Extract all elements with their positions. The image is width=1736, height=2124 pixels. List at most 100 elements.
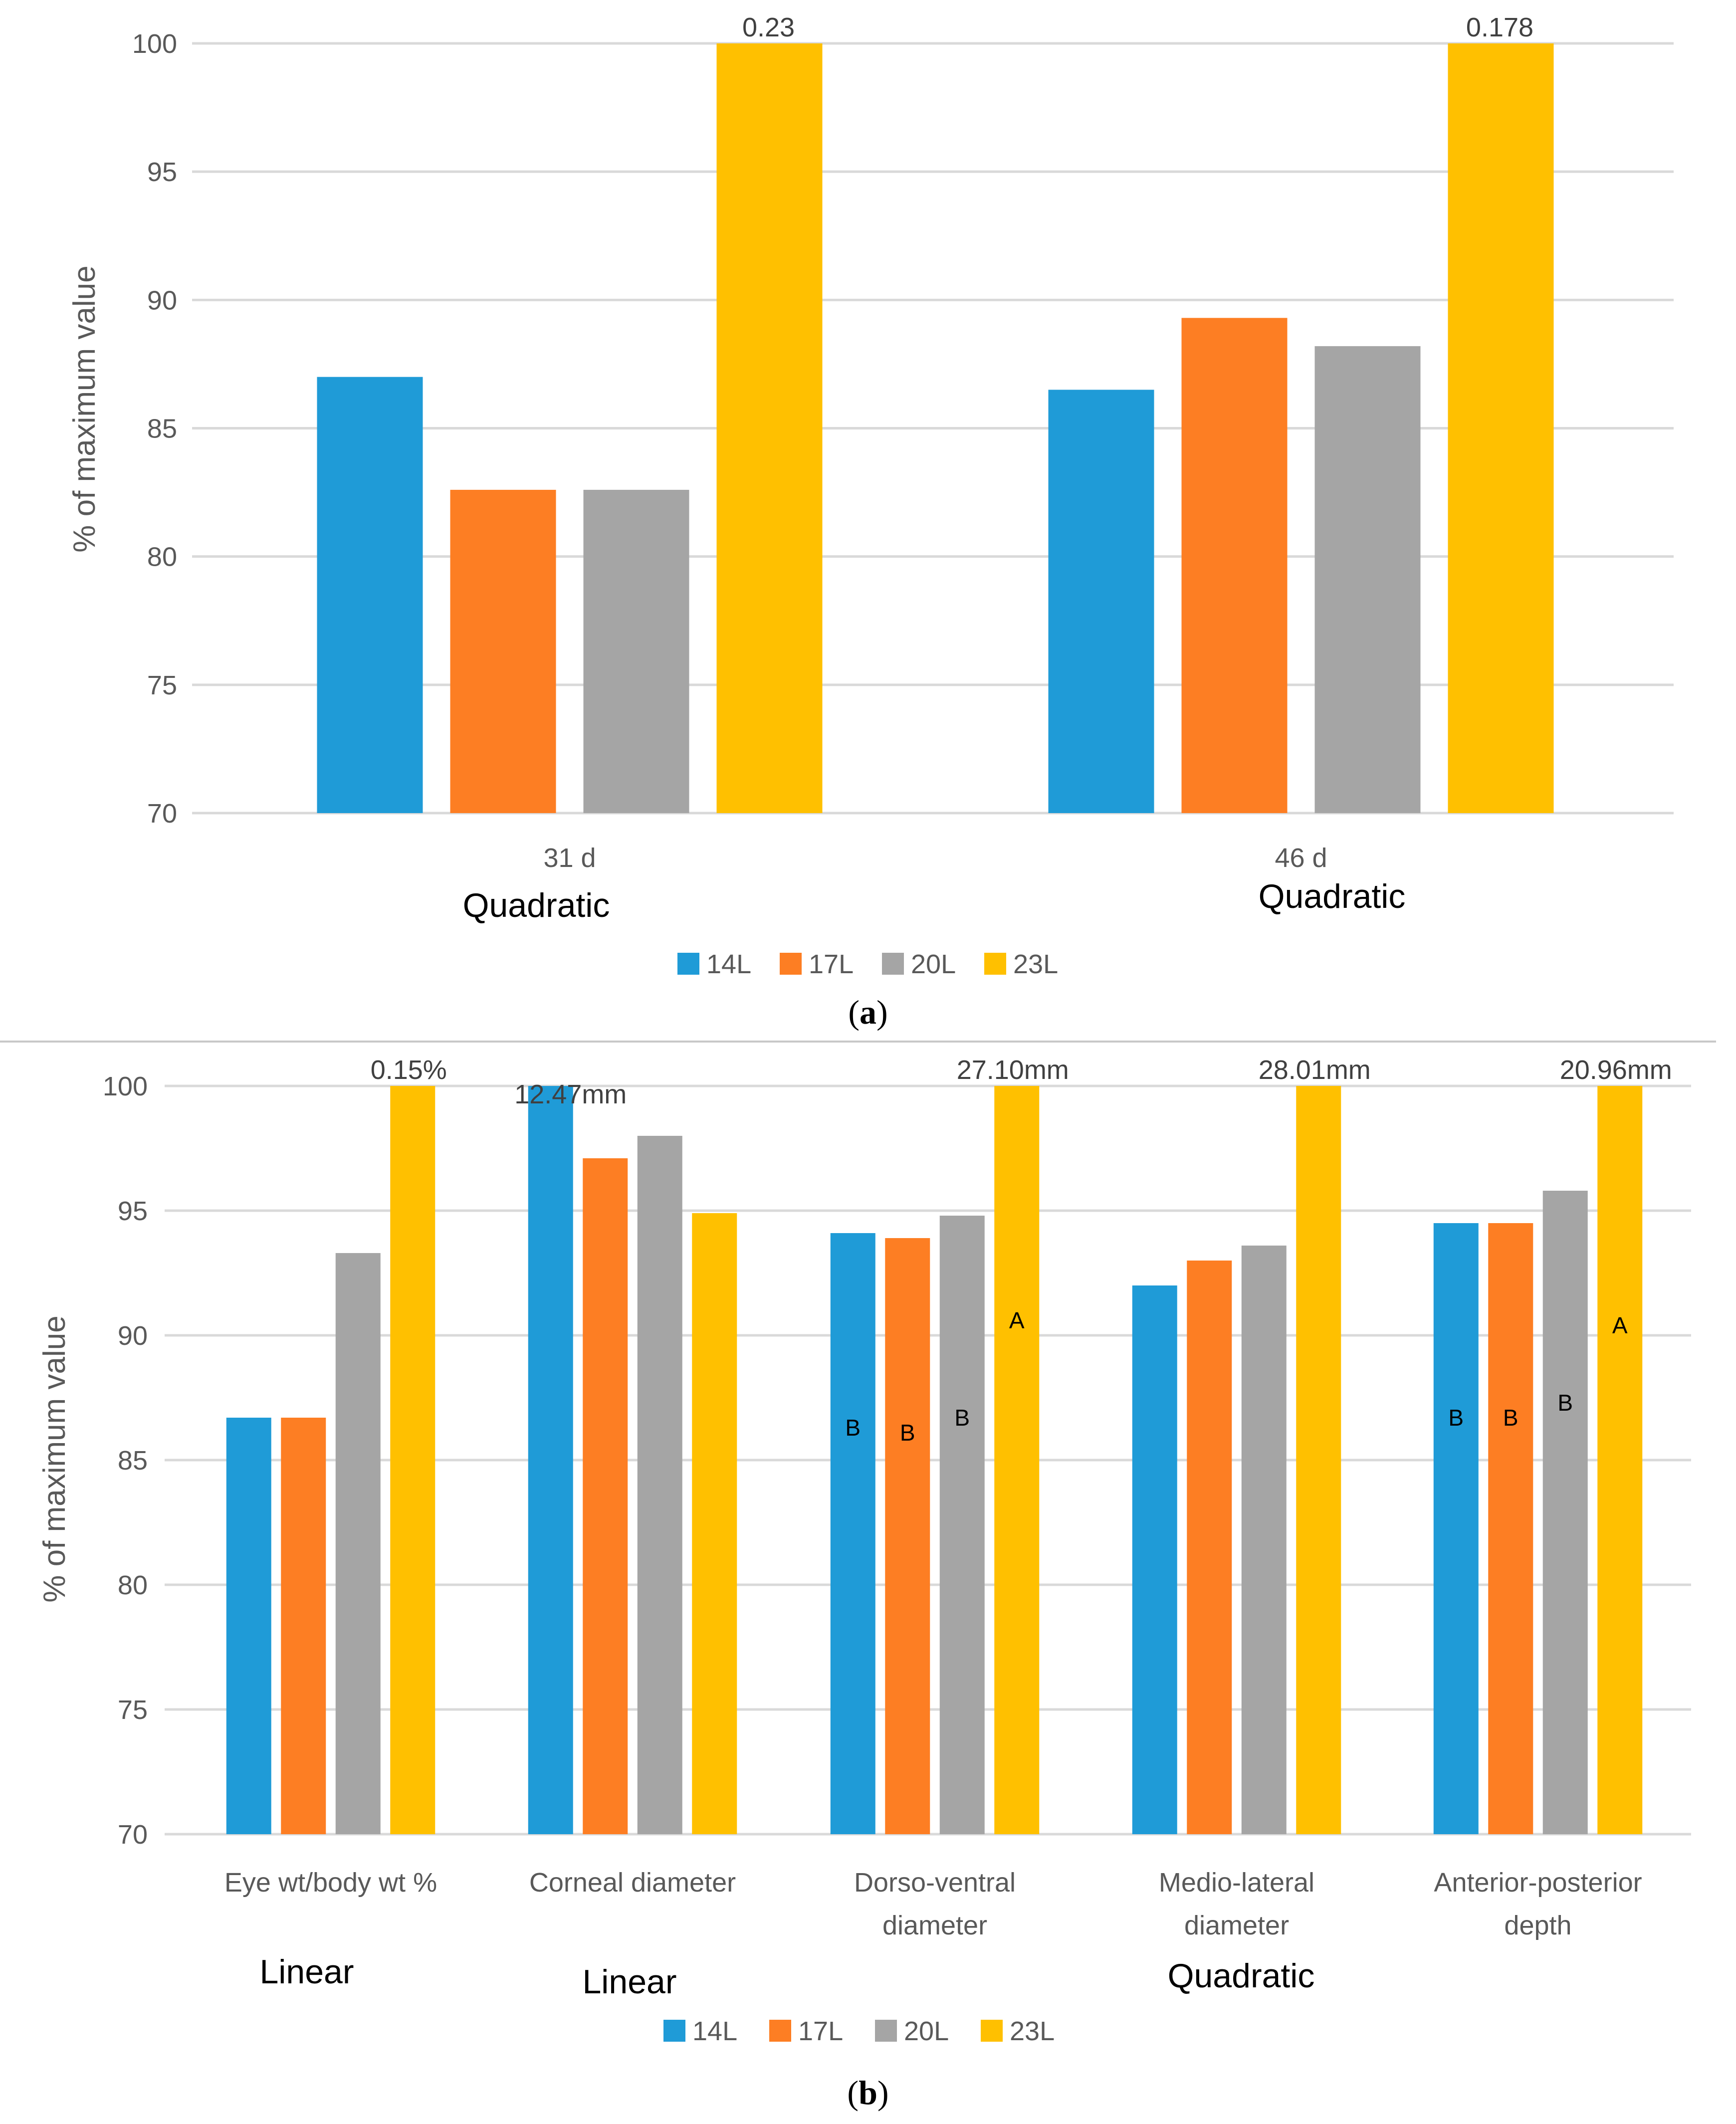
- b-bar-20L-cat1: [637, 1136, 682, 1834]
- panel-a-trend-label-1: Quadratic: [463, 886, 610, 924]
- a-bar-20L-cat0: [583, 489, 689, 813]
- b-y-tick-80: 80: [118, 1570, 148, 1600]
- b-bar-14L-cat1: [528, 1086, 573, 1834]
- b-bar-14L-cat4: [1433, 1223, 1479, 1834]
- panel-b-trend-label-2: Linear: [582, 1963, 676, 2001]
- b-bar-top-label-1: 12.47mm: [514, 1079, 627, 1109]
- panel-b-chart: 70 75 80 85 90 95 100 % of maximum value 0.15%…: [37, 1055, 1691, 2112]
- b-bar-top-label-0: 0.15%: [371, 1055, 447, 1085]
- b-significance-letter-3: A: [1009, 1307, 1025, 1333]
- a-legend-label-17L: 17L: [809, 949, 854, 979]
- b-x-tick-0-line0: Eye wt/body wt %: [224, 1868, 437, 1898]
- a-legend-label-14L: 14L: [706, 949, 751, 979]
- b-bar-17L-cat2: [885, 1238, 930, 1834]
- b-bar-20L-cat0: [335, 1253, 381, 1834]
- a-bar-20L-cat1: [1314, 346, 1421, 813]
- a-bar-top-label-0: 0.23: [742, 12, 795, 42]
- a-bar-17L-cat0: [450, 489, 556, 813]
- b-bar-23L-cat4: [1597, 1086, 1643, 1834]
- a-y-tick-90: 90: [147, 285, 177, 315]
- panel-b-caption: (b): [847, 2074, 888, 2112]
- a-y-tick-75: 75: [147, 670, 177, 700]
- a-y-tick-85: 85: [147, 414, 177, 444]
- b-legend-swatch-14L: [663, 2020, 685, 2042]
- b-bar-17L-cat3: [1187, 1261, 1232, 1834]
- panel-a-gridlines: [192, 42, 1674, 815]
- b-bar-14L-cat0: [226, 1418, 271, 1834]
- b-significance-letter-5: B: [1503, 1405, 1519, 1431]
- b-bar-17L-cat0: [281, 1418, 326, 1834]
- a-legend-label-20L: 20L: [911, 949, 956, 979]
- panel-b-trend-label-1: Linear: [259, 1953, 354, 1991]
- b-legend-label-14L: 14L: [692, 2016, 737, 2046]
- a-legend-swatch-14L: [677, 953, 699, 975]
- b-significance-letter-2: B: [954, 1405, 970, 1431]
- b-bar-23L-cat0: [390, 1086, 435, 1834]
- b-significance-letter-0: B: [845, 1415, 861, 1441]
- panel-b-bars: [226, 1086, 1643, 1834]
- a-legend-label-23L: 23L: [1013, 949, 1058, 979]
- a-x-tick-0-line0: 31 d: [543, 843, 596, 873]
- b-y-tick-100: 100: [103, 1071, 148, 1101]
- panel-a-y-axis-label: % of maximum value: [67, 265, 102, 552]
- a-y-tick-70: 70: [147, 799, 177, 829]
- b-x-tick-3-line1: diameter: [1184, 1911, 1289, 1940]
- panel-a-x-ticks: 31 d 46 d: [543, 843, 1327, 873]
- a-legend-swatch-17L: [780, 953, 802, 975]
- b-y-tick-75: 75: [118, 1695, 148, 1725]
- panel-b-trend-label-3: Quadratic: [1168, 1957, 1315, 1995]
- a-bar-14L-cat1: [1048, 390, 1154, 813]
- b-legend-label-23L: 23L: [1010, 2016, 1055, 2046]
- a-bar-17L-cat1: [1181, 318, 1288, 813]
- b-bar-top-label-4: 20.96mm: [1560, 1055, 1672, 1085]
- b-significance-letter-4: B: [1448, 1405, 1464, 1431]
- a-bar-top-label-1: 0.178: [1466, 12, 1533, 42]
- panel-a-bar-top-labels: 0.23 0.178: [742, 12, 1533, 42]
- b-x-tick-4-line1: depth: [1504, 1911, 1571, 1940]
- b-significance-letter-6: B: [1557, 1390, 1573, 1416]
- a-legend-swatch-20L: [882, 953, 904, 975]
- b-significance-letter-1: B: [900, 1420, 915, 1446]
- panel-a-legend: 14L 17L 20L 23L: [677, 949, 1058, 979]
- b-bar-23L-cat3: [1296, 1086, 1341, 1834]
- a-bar-14L-cat0: [317, 377, 423, 813]
- b-x-tick-4-line0: Anterior-posterior: [1434, 1868, 1642, 1898]
- a-y-tick-100: 100: [132, 29, 177, 59]
- b-legend-label-17L: 17L: [798, 2016, 843, 2046]
- b-bar-14L-cat3: [1132, 1285, 1177, 1834]
- b-bar-20L-cat4: [1542, 1191, 1588, 1834]
- panel-a-caption: (a): [848, 993, 887, 1031]
- b-legend-label-20L: 20L: [904, 2016, 949, 2046]
- b-bar-14L-cat2: [830, 1233, 875, 1834]
- b-y-tick-85: 85: [118, 1446, 148, 1476]
- panel-b-y-axis-label: % of maximum value: [37, 1315, 72, 1602]
- panel-b-x-ticks: Eye wt/body wt % Corneal diameter Dorso-ve…: [224, 1868, 1642, 1940]
- panel-b-legend: 14L 17L 20L 23L: [663, 2016, 1055, 2046]
- b-y-tick-70: 70: [118, 1820, 148, 1850]
- b-bar-20L-cat3: [1241, 1246, 1287, 1834]
- a-legend-swatch-23L: [984, 953, 1006, 975]
- b-legend-swatch-20L: [875, 2020, 897, 2042]
- b-legend-swatch-23L: [981, 2020, 1003, 2042]
- panel-a-y-ticks: 70 75 80 85 90 95 100: [132, 29, 177, 829]
- panel-b-y-ticks: 70 75 80 85 90 95 100: [103, 1071, 148, 1850]
- panel-b-bar-top-labels: 0.15% 12.47mm 27.10mm 28.01mm 20.96mm: [371, 1055, 1672, 1109]
- panel-b-significance-letters: B B B A B B B A: [845, 1307, 1628, 1446]
- a-bar-23L-cat0: [716, 43, 823, 813]
- b-x-tick-3-line0: Medio-lateral: [1159, 1868, 1314, 1898]
- b-legend-swatch-17L: [769, 2020, 791, 2042]
- panel-a-bars: [317, 43, 1554, 813]
- b-y-tick-95: 95: [118, 1196, 148, 1226]
- b-x-tick-2-line1: diameter: [882, 1911, 987, 1940]
- b-significance-letter-7: A: [1612, 1312, 1628, 1338]
- b-bar-17L-cat1: [583, 1158, 628, 1834]
- b-x-tick-1-line0: Corneal diameter: [529, 1868, 736, 1898]
- a-bar-23L-cat1: [1448, 43, 1554, 813]
- b-bar-top-label-3: 28.01mm: [1259, 1055, 1371, 1085]
- a-y-tick-95: 95: [147, 157, 177, 187]
- a-x-tick-1-line0: 46 d: [1275, 843, 1327, 873]
- b-x-tick-2-line0: Dorso-ventral: [854, 1868, 1016, 1898]
- a-y-tick-80: 80: [147, 542, 177, 572]
